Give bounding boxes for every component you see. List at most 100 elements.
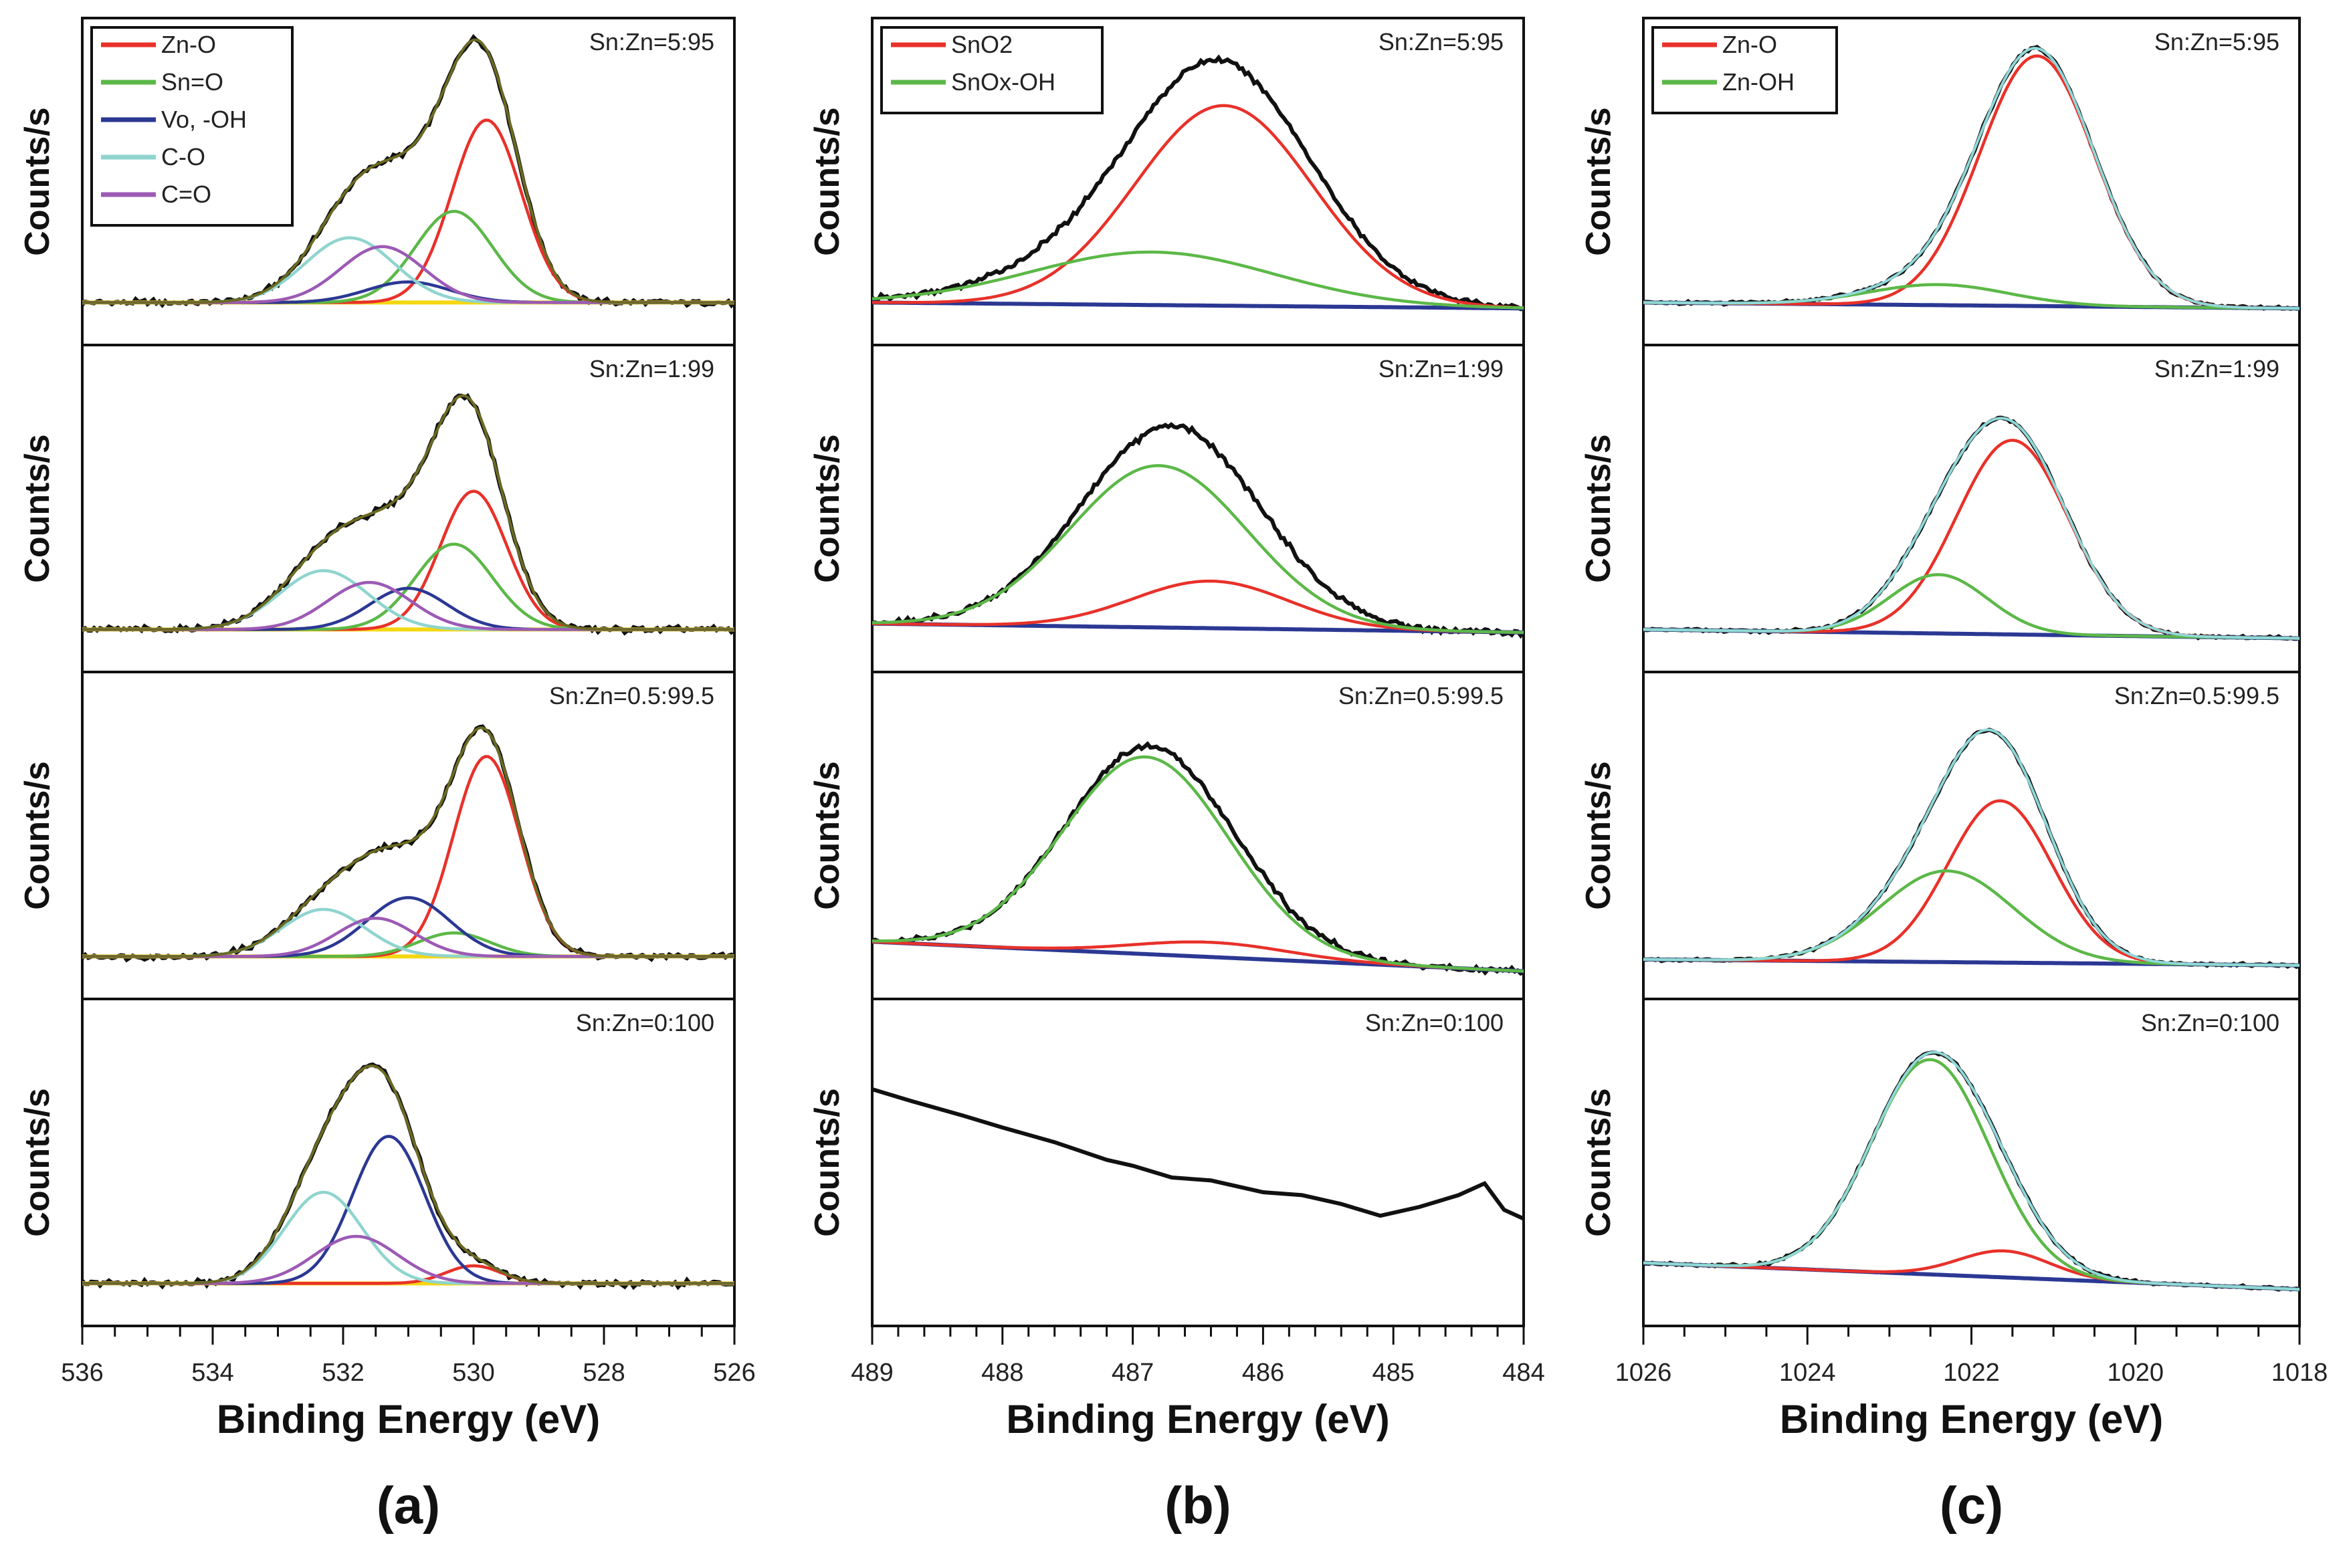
panel-c: Sn:Zn=5:95Counts/sSn:Zn=1:99Counts/sSn:Z… (1579, 17, 2328, 1535)
fit-envelope (1643, 1050, 2300, 1291)
sample-ratio-label: Sn:Zn=5:95 (2154, 28, 2279, 55)
subplot-frame (81, 998, 736, 1327)
legend: Zn-O Zn-OH (1651, 26, 1838, 114)
legend-label: C=O (161, 181, 211, 208)
fit-envelope (82, 726, 734, 958)
x-tick-label: 484 (1502, 1359, 1544, 1387)
legend-label: SnOx-OH (951, 68, 1055, 96)
legend-label: Vo, -OH (161, 106, 247, 133)
measured-spectrum (81, 393, 736, 636)
legend-box (880, 26, 1104, 114)
measured-spectrum (80, 1062, 735, 1291)
component-zno (1643, 439, 2300, 640)
y-axis-label: Counts/s (808, 761, 847, 909)
sample-ratio-label: Sn:Zn=0:100 (1365, 1009, 1504, 1036)
fit-envelope (1643, 417, 2300, 640)
component-co (82, 907, 734, 958)
sample-ratio-label: Sn:Zn=0:100 (2141, 1009, 2279, 1036)
x-tick-label: 489 (851, 1359, 893, 1387)
x-axis: 1026 1024 1022 1020 1018 (1615, 1326, 2328, 1387)
y-axis-label: Counts/s (18, 107, 57, 255)
component-snoxoh (872, 250, 1524, 310)
y-axis-label: Counts/s (1579, 434, 1618, 582)
x-tick-label: 528 (583, 1359, 625, 1387)
sample-ratio-label: Sn:Zn=1:99 (589, 355, 714, 382)
subplot-row: Sn:Zn=5:95 Counts/s (1579, 17, 2301, 346)
component-znoh (1643, 869, 2300, 967)
x-tick-label: 536 (61, 1359, 103, 1387)
subplot-row: Sn:Zn=1:99 Counts/s (18, 344, 736, 673)
x-tick-label: 485 (1372, 1359, 1414, 1387)
component-vooh (82, 280, 734, 304)
measured-spectrum (871, 54, 1524, 312)
x-tick-label: 1020 (2107, 1359, 2164, 1387)
y-axis-label: Counts/s (808, 107, 847, 255)
measured-spectrum (1643, 727, 2300, 970)
component-co (82, 1190, 734, 1285)
y-axis-label: Counts/s (18, 434, 57, 582)
background-line (872, 300, 1524, 311)
sample-ratio-label: Sn:Zn=1:99 (2154, 355, 2279, 382)
legend-box (1651, 26, 1838, 114)
y-axis-label: Counts/s (1579, 107, 1618, 255)
x-axis-label: Binding Energy (eV) (1006, 1397, 1389, 1442)
x-tick-label: 1018 (2271, 1359, 2328, 1387)
fit-envelope (1643, 728, 2300, 967)
subplot-row: Sn:Zn=0.5:99.5 Counts/s (808, 671, 1525, 1000)
component-co (82, 236, 734, 304)
panel-letter: (a) (377, 1476, 440, 1535)
legend: Zn-O Sn=O Vo, -OH C-O C=O (90, 26, 294, 227)
component-zno (82, 489, 734, 631)
subplot-row: Sn:Zn=0.5:99.5 Counts/s (1579, 671, 2301, 1000)
panel-letter: (b) (1164, 1476, 1231, 1535)
x-tick-label: 534 (191, 1359, 233, 1387)
y-axis-label: Counts/s (18, 761, 57, 909)
x-axis-label: Binding Energy (eV) (217, 1397, 600, 1442)
sample-ratio-label: Sn:Zn=0.5:99.5 (2114, 682, 2279, 709)
subplot-frame (871, 671, 1525, 1000)
x-tick-label: 530 (452, 1359, 494, 1387)
subplot-row: Sn:Zn=0:100 Counts/s (18, 998, 736, 1327)
y-axis-label: Counts/s (808, 1088, 847, 1236)
subplot-row: Sn:Zn=1:99 Counts/s (808, 344, 1526, 673)
sample-ratio-label: Sn:Zn=0.5:99.5 (549, 682, 714, 709)
legend-label: SnO2 (951, 31, 1013, 58)
legend-label: Zn-OH (1722, 68, 1795, 96)
measured-spectrum (872, 741, 1524, 976)
subplot-frame (871, 998, 1525, 1327)
y-axis-label: Counts/s (808, 434, 847, 582)
y-axis-label: Counts/s (1579, 1088, 1618, 1236)
x-tick-label: 1022 (1943, 1359, 2000, 1387)
subplot-row: Sn:Zn=0:100 Counts/s (1579, 998, 2301, 1327)
measured-spectrum (872, 422, 1526, 639)
subplot-row: Sn:Zn=5:95 Counts/s (18, 17, 736, 346)
y-axis-label: Counts/s (18, 1088, 57, 1236)
panel-a: Sn:Zn=5:95Counts/sSn:Zn=1:99Counts/sSn:Z… (18, 17, 756, 1535)
subplot-frame (81, 344, 736, 673)
y-axis-label: Counts/s (1579, 761, 1618, 909)
subplot-frame (1642, 344, 2301, 673)
x-axis-label: Binding Energy (eV) (1780, 1397, 2163, 1442)
component-sno (82, 931, 734, 958)
fit-envelope (82, 38, 734, 304)
x-tick-label: 1024 (1779, 1359, 1836, 1387)
x-tick-label: 487 (1112, 1359, 1154, 1387)
fit-envelope (82, 394, 734, 631)
x-tick-label: 488 (981, 1359, 1023, 1387)
component-zno (1643, 799, 2300, 967)
x-axis: 536 534 532 530 528 526 (61, 1326, 756, 1387)
sample-ratio-label: Sn:Zn=5:95 (1378, 28, 1504, 55)
sample-ratio-label: Sn:Zn=0:100 (576, 1009, 714, 1036)
legend-label: Zn-O (1722, 31, 1777, 58)
component-zno (82, 755, 734, 958)
legend-label: Zn-O (161, 31, 216, 58)
x-tick-label: 486 (1242, 1359, 1284, 1387)
sample-ratio-label: Sn:Zn=0.5:99.5 (1338, 682, 1504, 709)
component-vooh (82, 896, 734, 958)
component-snoxoh (872, 755, 1524, 973)
subplot-frame (1642, 671, 2301, 1000)
fit-envelope (1643, 46, 2300, 310)
x-tick-label: 532 (322, 1359, 364, 1387)
x-axis: 489 488 487 486 485 484 (851, 1326, 1545, 1387)
sample-ratio-label: Sn:Zn=1:99 (1378, 355, 1504, 382)
